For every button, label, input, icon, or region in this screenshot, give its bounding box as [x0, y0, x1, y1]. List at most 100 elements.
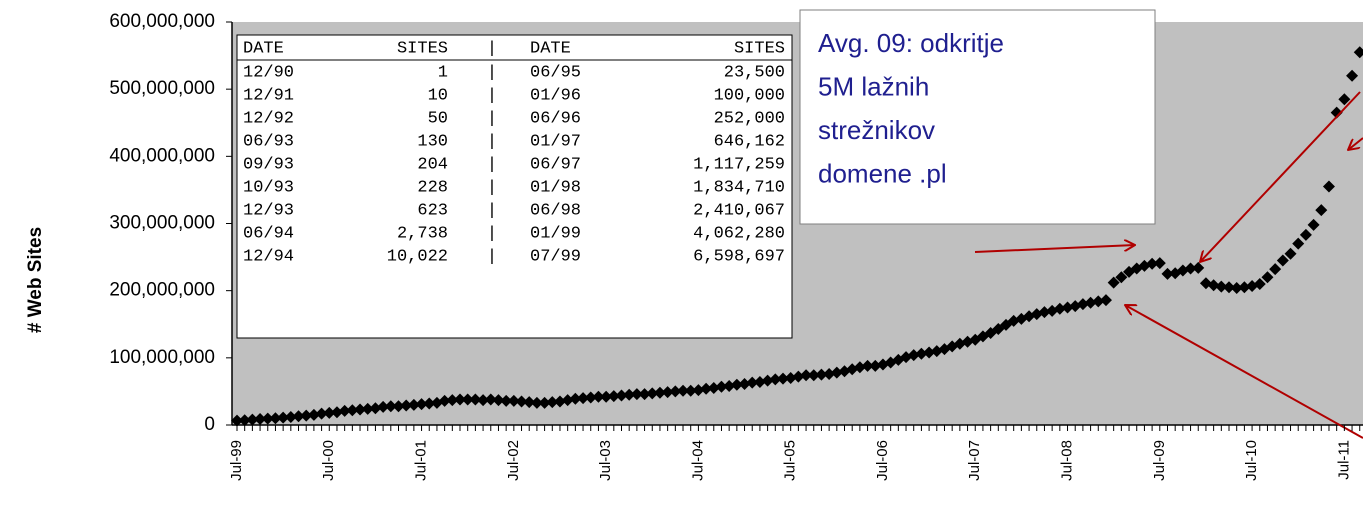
data-point: [361, 402, 374, 415]
data-point: [392, 400, 405, 413]
data-point: [1107, 276, 1120, 289]
table-cell: 130: [417, 132, 448, 151]
table-cell: 10,022: [387, 247, 448, 266]
annotation-text: Avg. 09: odkritje: [818, 28, 1004, 58]
x-tick-label: Jul-08: [1058, 440, 1075, 481]
data-point: [330, 406, 343, 419]
x-tick-label: Jul-00: [320, 440, 337, 481]
data-point: [261, 412, 274, 425]
data-point: [1223, 281, 1236, 294]
data-point: [1338, 93, 1351, 106]
data-point: [1230, 281, 1243, 294]
data-point: [1076, 298, 1089, 311]
data-point: [1153, 257, 1166, 270]
data-point: [607, 390, 620, 403]
data-point: [1299, 228, 1312, 241]
data-point: [284, 410, 297, 423]
data-point: [292, 410, 305, 423]
data-point: [246, 413, 259, 426]
data-point: [546, 396, 559, 409]
table-cell: 06/93: [243, 132, 294, 151]
data-point: [507, 394, 520, 407]
data-point: [569, 392, 582, 405]
table-cell: 06/94: [243, 224, 294, 243]
data-point: [492, 394, 505, 407]
data-point: [638, 388, 651, 401]
table-cell: 252,000: [714, 109, 785, 128]
table-separator: |: [487, 86, 497, 105]
data-point: [700, 382, 713, 395]
table-cell: 1,117,259: [693, 155, 785, 174]
data-point: [761, 374, 774, 387]
data-point: [769, 373, 782, 386]
data-point: [369, 402, 382, 415]
data-point: [346, 404, 359, 417]
table-separator: |: [487, 132, 497, 151]
data-point: [653, 386, 666, 399]
table-cell: 10/93: [243, 178, 294, 197]
data-point: [315, 407, 328, 420]
x-tick-label: Jul-03: [597, 440, 614, 481]
data-point: [1184, 262, 1197, 275]
data-point: [1284, 247, 1297, 260]
table-cell: 23,500: [724, 63, 785, 82]
table-cell: 06/98: [530, 201, 581, 220]
x-tick-label: Jul-04: [689, 440, 706, 481]
data-point: [1292, 237, 1305, 250]
data-point: [269, 412, 282, 425]
data-point: [707, 382, 720, 395]
table-header: SITES: [397, 39, 448, 58]
data-point: [1038, 306, 1051, 319]
data-point: [1053, 302, 1066, 315]
data-point: [1092, 295, 1105, 308]
y-axis-label: # Web Sites: [25, 227, 46, 333]
data-point: [523, 396, 536, 409]
data-point: [830, 366, 843, 379]
arrow: [1200, 91, 1361, 262]
table-separator: |: [487, 155, 497, 174]
y-tick-label: 0: [204, 414, 215, 435]
table-header: DATE: [243, 39, 284, 58]
table-cell: 06/95: [530, 63, 581, 82]
table-cell: 01/99: [530, 224, 581, 243]
table-cell: 646,162: [714, 132, 785, 151]
y-tick-label: 600,000,000: [109, 11, 215, 32]
table-separator: |: [487, 247, 497, 266]
table-cell: 06/97: [530, 155, 581, 174]
data-point: [354, 403, 367, 416]
x-tick-label: Jul-01: [413, 440, 430, 481]
data-point: [1115, 271, 1128, 284]
table-cell: 12/92: [243, 109, 294, 128]
data-point: [1346, 69, 1359, 82]
x-tick-label: Jul-09: [1151, 440, 1168, 481]
data-point: [1099, 294, 1112, 307]
table-cell: 204: [417, 155, 448, 174]
table-cell: 228: [417, 178, 448, 197]
data-point: [307, 408, 320, 421]
data-point: [684, 384, 697, 397]
y-tick-label: 400,000,000: [109, 145, 215, 166]
data-point: [446, 394, 459, 407]
data-point: [907, 349, 920, 362]
data-point: [1261, 271, 1274, 284]
table-cell: 12/94: [243, 247, 294, 266]
data-point: [630, 388, 643, 401]
x-tick-label: Jul-05: [782, 440, 799, 481]
data-point: [646, 387, 659, 400]
data-point: [677, 384, 690, 397]
data-point: [400, 399, 413, 412]
table-separator: |: [487, 109, 497, 128]
data-point: [853, 361, 866, 374]
table-cell: 623: [417, 201, 448, 220]
data-point: [231, 414, 243, 427]
data-point: [815, 368, 828, 381]
data-point: [915, 347, 928, 360]
annotation-box: [799, 9, 1156, 225]
data-point: [661, 386, 674, 399]
data-point: [1330, 106, 1343, 119]
data-point: [776, 372, 789, 385]
data-point: [423, 397, 436, 410]
data-point: [469, 393, 482, 406]
data-point: [1269, 263, 1282, 276]
